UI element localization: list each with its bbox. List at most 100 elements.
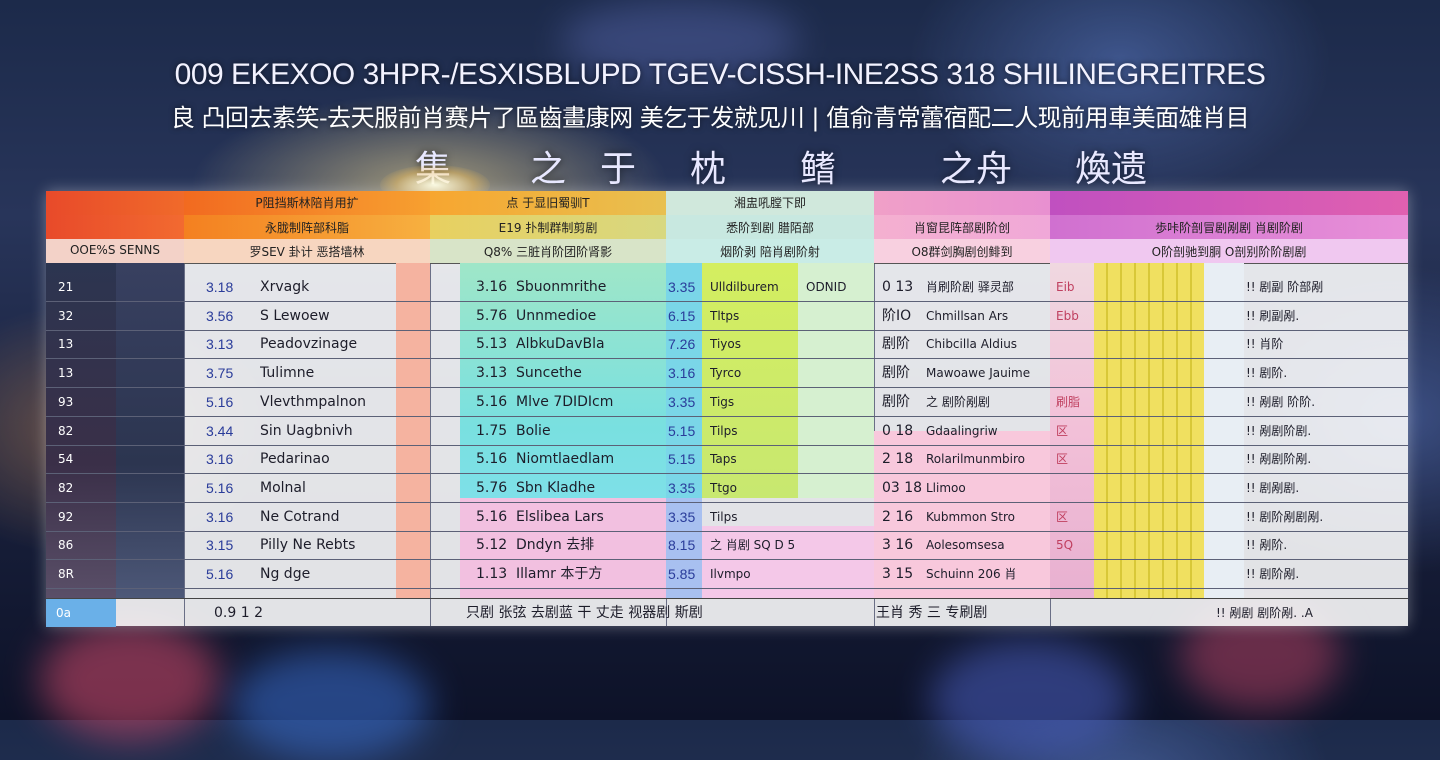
- table-cell: [806, 388, 874, 416]
- table-cell: Schuinn 206 肖: [926, 567, 1017, 581]
- title-glyph: 之: [530, 149, 567, 190]
- table-cell: 5.76: [476, 479, 508, 496]
- table-cell: !! 剧阶剐剧剐.: [1246, 509, 1324, 524]
- table-cell: 3.35: [668, 279, 696, 295]
- table-row: 32 3.56 S Lewoew 5.76 Unnmedioe 6.15 Tltps 阶IO C…: [46, 302, 1408, 331]
- table-cell: 5.16: [206, 393, 234, 410]
- table-cell: !! 剐剧阶剐.: [1246, 452, 1312, 467]
- table-cell: [1056, 560, 1096, 588]
- table-cell: !! 剧阶剐.: [1246, 567, 1300, 581]
- table-row: 93 5.16 Vlevthmpalnon 5.16 Mlve 7DIDIcm 3.35 T…: [46, 388, 1408, 417]
- title-line-2: 良 凸回去素笑-去天服前肖赛片了區齒畫康网 美乞于发就见川 | 值俞青常蕾宿配二…: [170, 104, 1250, 132]
- table-row: 8R 5.16 Ng dge 1.13 Illamr 本于方 5.85 Ilvmpo 3 15…: [46, 560, 1408, 589]
- footer-cell: 王肖 秀 三 专刷剧: [876, 605, 988, 621]
- table-cell: Suncethe: [516, 365, 582, 382]
- table-cell: 5.12: [476, 537, 508, 554]
- table-cell: 5.15: [668, 422, 696, 439]
- table-cell: 之 肖剧 SQ D 5: [710, 538, 796, 553]
- table-cell: 5.16: [476, 451, 508, 468]
- table-cell: [806, 560, 874, 588]
- column-header: O8群剑胸剧创鲱到: [911, 245, 1013, 259]
- column-header: 罗SEV 卦计 恶搭墙林: [249, 245, 365, 259]
- table-cell: Taps: [710, 452, 737, 467]
- table-cell: 3.35: [668, 393, 696, 410]
- table-cell: Ilvmpo: [710, 567, 751, 581]
- table-row: 21 3.18 Xrvagk 3.16 Sbuonmrithe 3.35 Ulldilbur…: [46, 273, 1408, 302]
- table-cell: [806, 445, 874, 473]
- table-cell: !! 刷副剐.: [1246, 308, 1300, 323]
- table-cell: Mawoawe Jauime: [926, 366, 1031, 381]
- table-cell: 3.35: [668, 508, 696, 525]
- footer-cell: 0.9 1 2: [214, 605, 263, 621]
- table-cell: Sbuonmrithe: [516, 279, 607, 295]
- table-cell: 5.13: [476, 336, 508, 353]
- table-cell: 3.44: [206, 422, 234, 439]
- table-cell: 3.16: [476, 279, 508, 295]
- table-cell: Llimoo: [926, 480, 966, 495]
- table-cell: Peadovzinage: [260, 336, 358, 353]
- table-cell: Tiyos: [710, 337, 741, 352]
- table-cell: Pilly Ne Rebts: [260, 537, 356, 554]
- table-cell: [806, 359, 874, 387]
- table-cell: 3.18: [206, 279, 234, 295]
- table-row: 54 3.16 Pedarinao 5.16 Niomtlaedlam 5.15 Taps 2…: [46, 445, 1408, 475]
- table-cell: AlbkuDavBla: [516, 336, 605, 353]
- table-cell: 剧阶: [882, 365, 910, 382]
- table-cell: Chmillsan Ars: [926, 308, 1009, 323]
- table-cell: 5.16: [476, 393, 508, 410]
- table-cell: 剧阶: [882, 393, 910, 410]
- table-cell: 92: [58, 509, 74, 524]
- table-cell: Sbn Kladhe: [516, 479, 596, 496]
- table-cell: 82: [58, 480, 74, 495]
- table-cell: 8.15: [668, 537, 696, 554]
- table-row: 13 3.13 Peadovzinage 5.13 AlbkuDavBla 7.26 Tiy…: [46, 330, 1408, 360]
- title-glyph: 鳍: [800, 149, 837, 190]
- table-cell: 刷脂: [1056, 394, 1081, 409]
- table-cell: 3 15: [882, 566, 914, 582]
- column-header-sub: 永胧制阵部科脂: [264, 221, 349, 235]
- table-cell: ODNID: [806, 280, 847, 294]
- table-cell: !! 剧副 阶部剐: [1246, 280, 1324, 294]
- column-group-5: 歩咔阶剖冒剧剐剧 肖剧阶剧 O阶剖驰到胴 O剖别阶阶剧剧: [1050, 191, 1408, 626]
- column-header: OOE%S SENNS: [69, 243, 161, 257]
- table-cell: Tigs: [710, 394, 735, 409]
- table-cell: Kubmmon Stro: [926, 509, 1015, 524]
- table-cell: 之 剧阶剐剧: [926, 394, 990, 409]
- title-line-3: 集 之 于 枕 鳍 之舟 煥遗: [0, 140, 1440, 190]
- table-cell: Molnal: [260, 479, 306, 496]
- title-glyph: 煥遗: [1075, 149, 1148, 190]
- table-cell: !! 剧剐剧.: [1246, 480, 1300, 495]
- table-row: 86 3.15 Pilly Ne Rebts 5.12 Dndyn 去排 8.15 之 肖剧…: [46, 531, 1408, 561]
- table-cell: 13: [58, 366, 74, 381]
- table-cell: 区: [1056, 452, 1069, 467]
- table-cell: [1056, 474, 1096, 502]
- column-index: OOE%S SENNS: [46, 191, 185, 626]
- column-header-top: 点 于显旧蜀驯T: [506, 196, 590, 210]
- title-glyph: 之舟: [940, 149, 1013, 190]
- table-cell: 3.15: [206, 537, 234, 554]
- column-group-2: 点 于显旧蜀驯T E19 扑制群制剪剧 Q8% 三脏肖阶团阶肾影: [430, 191, 667, 626]
- table-cell: Sin Uagbnivh: [260, 422, 353, 439]
- table-cell: Mlve 7DIDIcm: [516, 393, 614, 410]
- table-cell: 3 16: [882, 537, 914, 554]
- table-cell: Rolarilmunmbiro: [926, 452, 1025, 467]
- table-cell: !! 剐阶.: [1246, 538, 1288, 553]
- table-cell: !! 肖阶: [1246, 337, 1284, 352]
- table-cell: 3.13: [206, 336, 234, 353]
- table-cell: Tltps: [710, 308, 740, 323]
- table-cell: 03 18: [882, 479, 923, 496]
- table-cell: 3.56: [206, 307, 234, 324]
- table-cell: Tilps: [710, 423, 738, 438]
- column-header-top: P阻挡斯林陪肖用扩: [255, 196, 359, 210]
- title-glyph: 枕: [690, 149, 727, 190]
- table-row: 13 3.75 Tulimne 3.13 Suncethe 3.16 Tyrco 剧阶 Mawo…: [46, 359, 1408, 389]
- table-cell: 32: [58, 308, 74, 323]
- column-header-sub: 歩咔阶剖冒剧剐剧 肖剧阶剧: [1155, 221, 1303, 235]
- table-cell: Ebb: [1056, 308, 1079, 323]
- table-cell: 3.16: [668, 365, 696, 382]
- table-cell: 阶IO: [882, 307, 912, 324]
- column-header-sub: 悉阶到剧 腊陌部: [726, 221, 814, 235]
- column-header: 烟阶剥 陪肖剧阶射: [720, 245, 820, 259]
- table-cell: 5.16: [476, 508, 508, 525]
- table-cell: 区: [1056, 423, 1069, 438]
